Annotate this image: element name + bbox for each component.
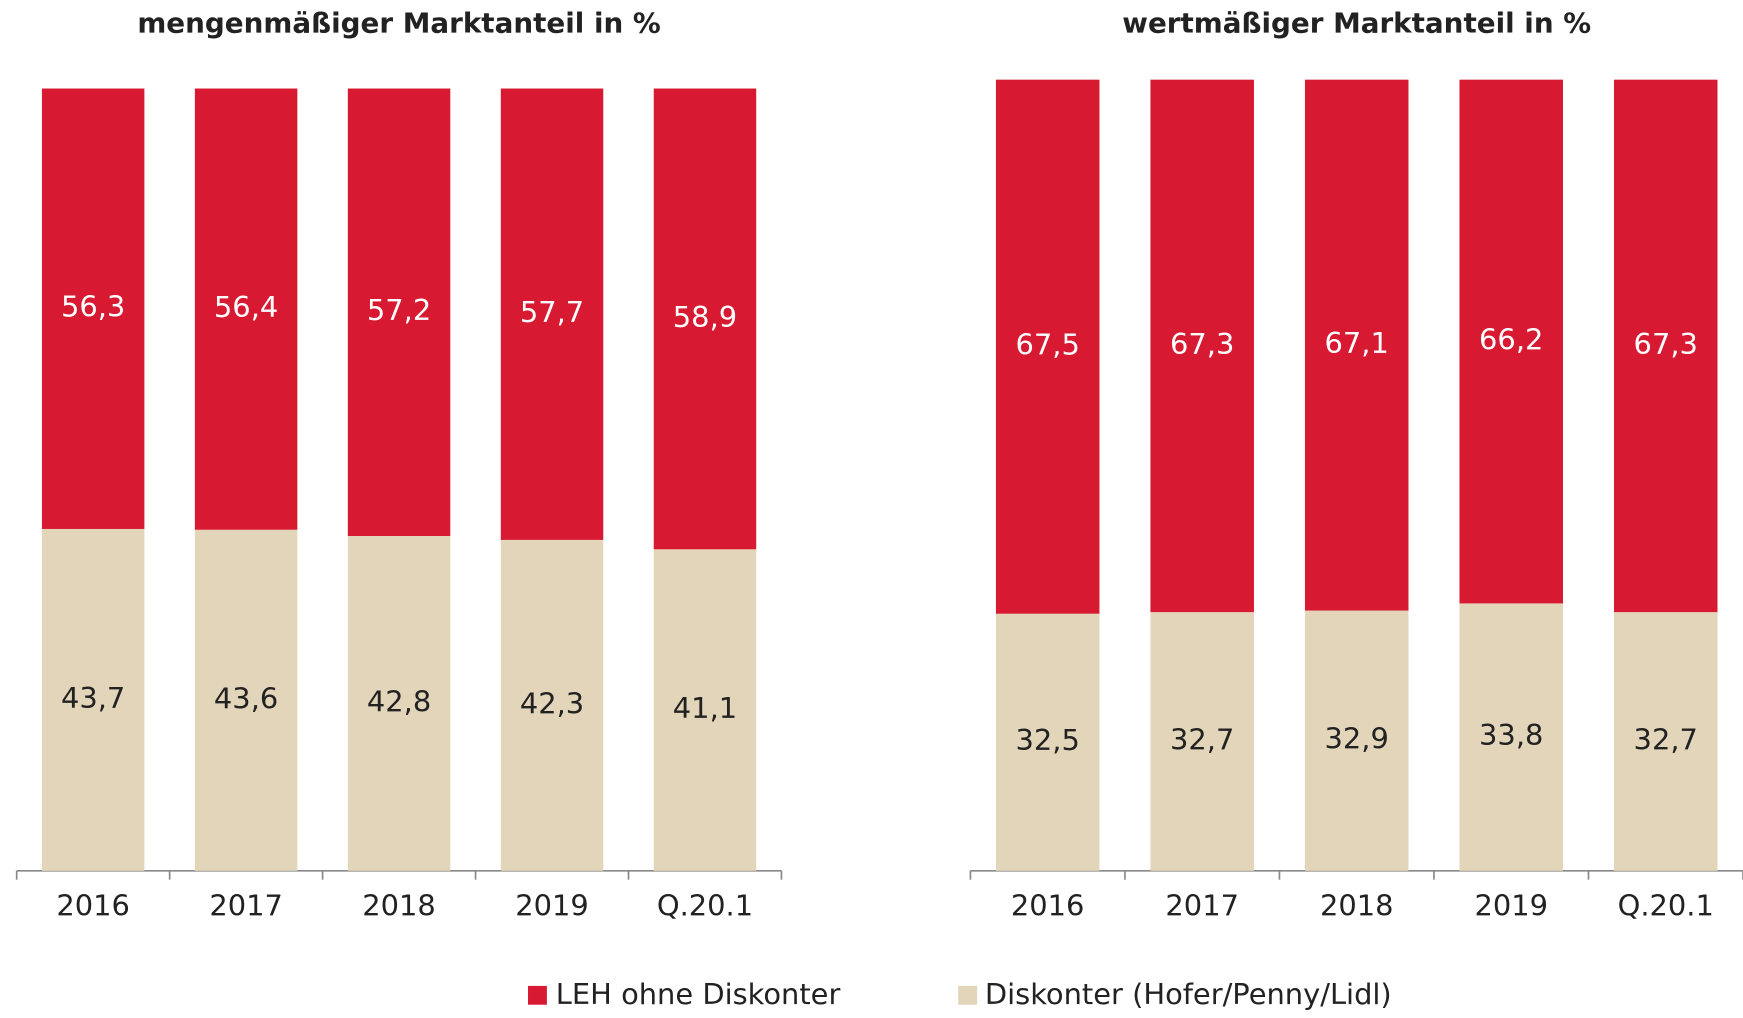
bar-segment <box>41 88 145 529</box>
chart-title: mengenmäßiger Marktanteil in % <box>137 6 660 39</box>
bar-segment <box>1304 610 1409 871</box>
bar-segment <box>1613 612 1718 871</box>
bar-segment <box>1150 612 1254 871</box>
bar-segment <box>500 539 604 871</box>
data-label: 67,3 <box>1170 327 1234 361</box>
x-tick-label: Q.20.1 <box>657 888 753 922</box>
data-label: 67,1 <box>1325 326 1389 360</box>
x-tick-label: Q.20.1 <box>1618 888 1714 922</box>
data-label: 32,7 <box>1634 723 1698 757</box>
data-label: 33,8 <box>1479 718 1543 752</box>
bar-segment <box>995 613 1100 871</box>
bar-segment <box>1459 603 1563 871</box>
x-tick-label: 2017 <box>1165 888 1239 922</box>
legend-label: LEH ohne Diskonter <box>556 977 841 1011</box>
data-label: 58,9 <box>673 300 737 334</box>
x-tick-label: 2018 <box>1320 888 1394 922</box>
x-tick-label: 2019 <box>515 888 589 922</box>
legend-swatch <box>958 985 978 1005</box>
data-label: 67,5 <box>1016 328 1080 362</box>
x-tick-label: 2016 <box>1011 888 1085 922</box>
data-label: 41,1 <box>673 691 737 725</box>
data-label: 32,7 <box>1170 723 1234 757</box>
bar-segment <box>1613 79 1718 613</box>
bar-segment <box>653 549 757 871</box>
bar-segment <box>41 528 145 871</box>
data-label: 43,7 <box>61 681 125 715</box>
x-tick-label: 2019 <box>1474 888 1548 922</box>
bar-segment <box>347 536 451 871</box>
bar-segment <box>194 529 298 871</box>
data-label: 32,9 <box>1325 722 1389 756</box>
bar-segment <box>194 88 298 530</box>
data-label: 42,3 <box>520 686 584 720</box>
bar-segment <box>995 79 1100 614</box>
data-label: 66,2 <box>1479 323 1543 357</box>
bar-segment <box>500 88 604 540</box>
legend-label: Diskonter (Hofer/Penny/Lidl) <box>985 977 1392 1011</box>
legend-swatch <box>528 985 547 1005</box>
data-label: 32,5 <box>1016 723 1080 757</box>
bar-segment <box>1304 79 1409 611</box>
data-label: 43,6 <box>214 681 278 715</box>
data-label: 56,3 <box>61 290 125 324</box>
chart-title: wertmäßiger Marktanteil in % <box>1122 6 1591 39</box>
bar-segment <box>1459 79 1563 604</box>
x-tick-label: 2016 <box>56 888 130 922</box>
bar-segment <box>653 88 757 550</box>
x-tick-label: 2017 <box>209 888 283 922</box>
x-tick-label: 2018 <box>362 888 436 922</box>
data-label: 67,3 <box>1634 327 1698 361</box>
data-label: 56,4 <box>214 290 278 324</box>
data-label: 42,8 <box>367 684 431 718</box>
data-label: 57,2 <box>367 293 431 327</box>
bar-segment <box>347 88 451 537</box>
bar-segment <box>1150 79 1254 613</box>
data-label: 57,7 <box>520 295 584 329</box>
